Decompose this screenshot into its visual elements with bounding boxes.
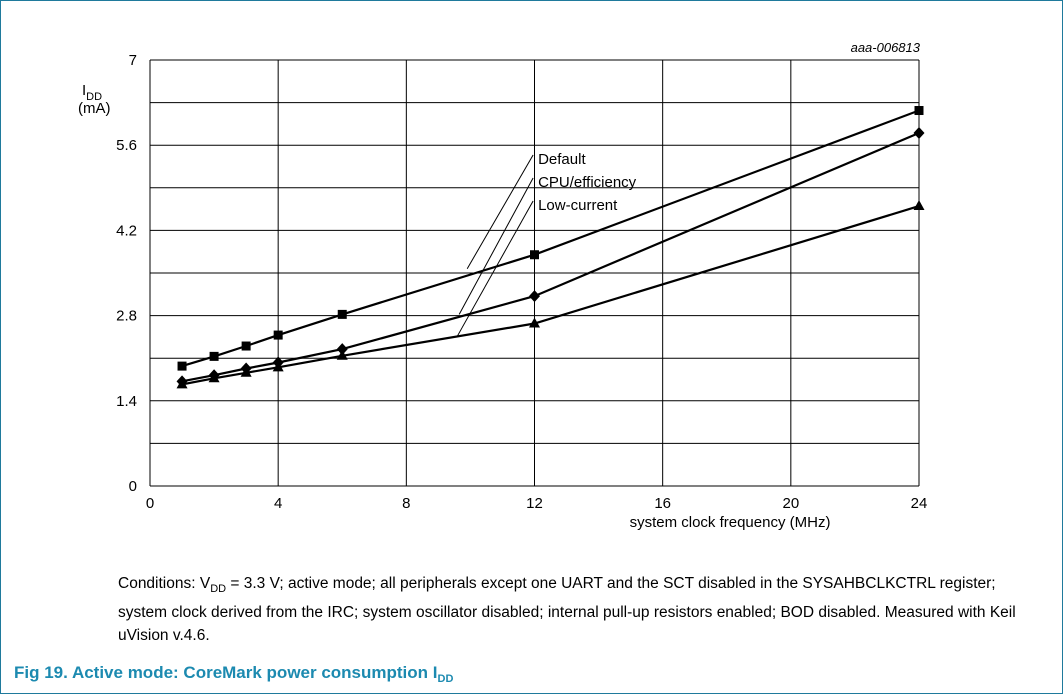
- square-marker: [530, 250, 539, 260]
- x-axis-label: system clock frequency (MHz): [630, 514, 831, 531]
- diamond-marker: [336, 343, 348, 356]
- legend-leader-line: [457, 200, 534, 336]
- figure-caption: Fig 19. Active mode: CoreMark power cons…: [14, 663, 453, 685]
- square-marker: [177, 361, 187, 371]
- conditions-note: Conditions: VDD = 3.3 V; active mode; al…: [118, 572, 1038, 647]
- caption-text: Fig 19. Active mode: CoreMark power cons…: [14, 663, 438, 682]
- triangle-marker: [208, 372, 220, 383]
- y-tick-label: 2.8: [116, 308, 137, 325]
- legend-label: CPU/efficiency: [538, 174, 637, 191]
- caption-sub: DD: [437, 673, 454, 685]
- y-tick-label: 4.2: [116, 222, 137, 239]
- y-tick-label: 1.4: [116, 393, 137, 410]
- series-line: [181, 109, 920, 368]
- y-axis-label-sub: DD: [86, 91, 102, 103]
- square-marker: [914, 106, 924, 116]
- square-marker: [241, 341, 251, 351]
- triangle-marker: [336, 349, 348, 360]
- diamond-marker: [913, 127, 925, 140]
- conditions-vdd-sub: DD: [210, 583, 227, 595]
- chart-grid: [149, 59, 920, 487]
- square-marker: [273, 330, 283, 340]
- x-tick-label: 12: [526, 495, 543, 512]
- y-tick-label: 0: [129, 478, 137, 495]
- series-line: [181, 131, 920, 383]
- y-axis-label-main: I: [82, 82, 86, 99]
- triangle-marker: [529, 317, 540, 328]
- x-tick-label: 24: [911, 495, 928, 512]
- diamond-marker: [529, 290, 540, 303]
- y-tick-label: 5.6: [116, 137, 137, 154]
- y-axis-label: IDD (mA): [78, 82, 111, 117]
- conditions-text: = 3.3 V; active mode; all peripherals ex…: [118, 575, 1016, 644]
- x-tick-label: 20: [782, 495, 799, 512]
- x-tick-label: 16: [654, 495, 671, 512]
- square-marker: [337, 309, 347, 319]
- conditions-prefix: Conditions: V: [118, 575, 211, 592]
- square-marker: [209, 351, 219, 361]
- x-tick-label: 4: [274, 495, 282, 512]
- series-line: [181, 205, 920, 386]
- triangle-marker: [176, 378, 188, 389]
- legend: Default CPU/efficiency Low-current: [457, 151, 637, 336]
- triangle-marker: [272, 361, 284, 372]
- triangle-marker: [913, 200, 925, 211]
- y-tick-label: 7: [129, 52, 137, 69]
- triangle-marker: [240, 366, 252, 377]
- figure-code: aaa-006813: [851, 40, 921, 55]
- svg-text:IDD: IDD: [82, 82, 102, 103]
- legend-leader-line: [458, 177, 534, 315]
- x-tick-label: 8: [402, 495, 410, 512]
- legend-leader-line: [466, 154, 534, 269]
- series-markers: [176, 106, 925, 389]
- axis-ticks: 0 4 8 12 16 20 24 0 1.4 2.8 4.2 5.6 7: [116, 52, 927, 512]
- y-axis-unit: (mA): [78, 100, 111, 117]
- legend-label: Low-current: [538, 197, 618, 214]
- x-tick-label: 0: [146, 495, 154, 512]
- legend-label: Default: [538, 151, 586, 168]
